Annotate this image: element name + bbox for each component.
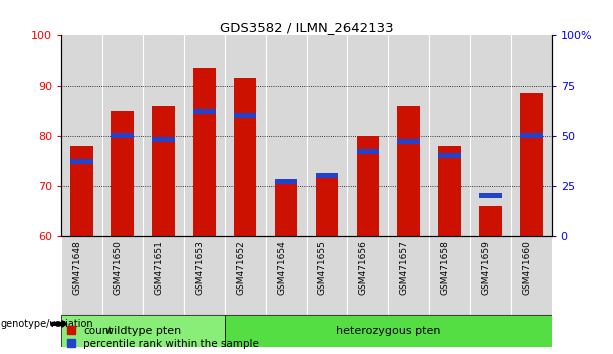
Bar: [102, 35, 143, 236]
Text: wildtype pten: wildtype pten: [105, 326, 181, 336]
Legend: count, percentile rank within the sample: count, percentile rank within the sample: [66, 326, 259, 349]
Bar: [438, 153, 461, 158]
Bar: [112, 110, 134, 236]
Text: GSM471658: GSM471658: [441, 240, 449, 295]
Bar: [429, 35, 470, 236]
Bar: [152, 105, 175, 236]
Bar: [397, 105, 420, 236]
Bar: [348, 236, 388, 315]
Bar: [316, 173, 338, 236]
Text: GSM471655: GSM471655: [318, 240, 327, 295]
Bar: [234, 78, 256, 236]
Bar: [388, 236, 429, 315]
Bar: [388, 35, 429, 236]
Bar: [61, 315, 225, 347]
Bar: [357, 149, 379, 154]
Bar: [520, 93, 543, 236]
Bar: [225, 315, 552, 347]
Bar: [143, 236, 184, 315]
Bar: [397, 139, 420, 144]
Text: GSM471650: GSM471650: [113, 240, 123, 295]
Bar: [511, 236, 552, 315]
Bar: [511, 35, 552, 236]
Text: GSM471660: GSM471660: [522, 240, 531, 295]
Bar: [152, 137, 175, 142]
Bar: [479, 206, 501, 236]
Bar: [429, 236, 470, 315]
Text: GSM471651: GSM471651: [154, 240, 164, 295]
Text: GSM471656: GSM471656: [359, 240, 368, 295]
Bar: [193, 109, 216, 114]
Text: GSM471648: GSM471648: [73, 240, 82, 295]
Bar: [470, 35, 511, 236]
Bar: [112, 133, 134, 138]
Text: heterozygous pten: heterozygous pten: [336, 326, 441, 336]
Bar: [225, 35, 265, 236]
Title: GDS3582 / ILMN_2642133: GDS3582 / ILMN_2642133: [219, 21, 394, 34]
Bar: [265, 236, 306, 315]
Bar: [193, 68, 216, 236]
Bar: [520, 133, 543, 138]
Bar: [306, 236, 348, 315]
Text: GSM471654: GSM471654: [277, 240, 286, 295]
Text: genotype/variation: genotype/variation: [1, 319, 93, 329]
Bar: [316, 173, 338, 178]
Bar: [275, 183, 297, 236]
Bar: [265, 35, 306, 236]
Bar: [143, 35, 184, 236]
Text: GSM471659: GSM471659: [481, 240, 490, 295]
Bar: [234, 113, 256, 118]
Bar: [184, 35, 225, 236]
Text: GSM471652: GSM471652: [236, 240, 245, 295]
Bar: [348, 35, 388, 236]
Bar: [61, 236, 102, 315]
Bar: [470, 236, 511, 315]
Bar: [102, 236, 143, 315]
Bar: [70, 146, 93, 236]
Bar: [357, 136, 379, 236]
Bar: [184, 236, 225, 315]
Bar: [306, 35, 348, 236]
Bar: [225, 236, 265, 315]
Bar: [61, 35, 102, 236]
Bar: [275, 179, 297, 184]
Text: GSM471657: GSM471657: [400, 240, 409, 295]
Text: GSM471653: GSM471653: [196, 240, 204, 295]
Bar: [479, 193, 501, 198]
Bar: [438, 146, 461, 236]
Bar: [70, 159, 93, 164]
